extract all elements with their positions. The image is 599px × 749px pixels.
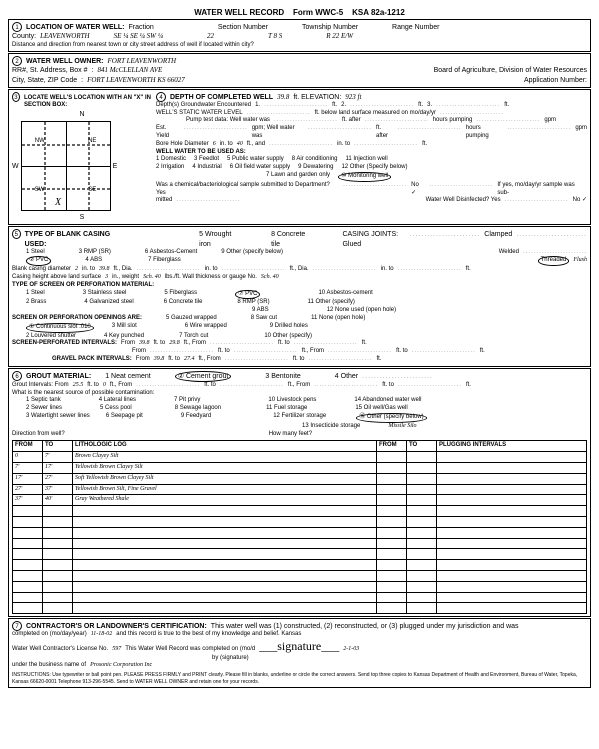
county-label: County: [12,32,36,41]
instructions: INSTRUCTIONS: Use typewriter or ball poi… [12,672,587,685]
n-label: N [12,110,152,119]
table-row: 17'27'Soft Yellowish Brown Clayey Silt [13,473,587,484]
e-label: E [113,162,118,171]
section-3-4: 3 LOCATE WELL'S LOCATION WITH AN "X" IN S… [8,89,591,226]
section-label: Section Number [218,23,268,32]
diam-label: Blank casing diameter [12,266,71,274]
depths-label: Depth(s) Groundwater Encountered [156,102,251,110]
se: SE [88,187,96,195]
table-row [13,560,587,571]
table-row [13,549,587,560]
s1-heading: LOCATION OF WATER WELL: [26,23,125,32]
form-title: WATER WELL RECORD [194,8,284,17]
section-7: 7 CONTRACTOR'S OR LANDOWNER'S CERTIFICATI… [8,618,591,688]
depth-val: 39.8 [277,93,289,102]
disinf-label: Water Well Disinfected? Yes [426,197,501,205]
s7-heading: CONTRACTOR'S OR LANDOWNER'S CERTIFICATIO… [26,622,207,631]
used-label: WELL WATER TO BE USED AS: [156,149,246,157]
w-label: W [12,162,19,171]
table-row: 27'37'Yellowish Brown Silt, Fine Gravel [13,484,587,495]
s1-note: Distance and direction from nearest town… [12,42,587,50]
grout-int-label: Grout Intervals: From [12,382,69,390]
section-2: 2 WATER WELL OWNER: FORT LEAVENWORTH RR#,… [8,53,591,87]
table-row: 7'17'Yellowish Brown Clayey Silt [13,463,587,474]
comp-label: completed on (mo/day/year) [12,631,87,639]
owner-val: FORT LEAVENWORTH [108,57,177,66]
section-6: 6GROUT MATERIAL: 1 Neat cement ② Cement … [8,368,591,617]
table-row [13,506,587,517]
num-3: 3 [12,92,20,102]
bus-label: under the business name of [12,662,86,670]
est-label: Est. Yield [156,125,180,141]
city-val: FORT LEAVENWORTH KS 66027 [87,76,185,85]
num-6: 6 [12,371,22,381]
table-row [13,581,587,592]
township-label: Township Number [302,23,358,32]
sw: SW [35,187,45,195]
s2-heading: WATER WELL OWNER: [26,57,104,66]
section-1: 1 LOCATION OF WATER WELL: Fraction Secti… [8,19,591,52]
num-5: 5 [12,229,21,239]
table-row [13,538,587,549]
table-row: 37'40'Gray Weathered Shale [13,495,587,506]
s-label: S [12,213,152,222]
app-label: Application Number: [524,76,587,85]
table-row [13,603,587,614]
section-box: NW NE SW SE X [21,121,111,211]
fraction-label: Fraction [129,23,154,32]
lithologic-log-table: FROMTOLITHOLOGIC LOGFROMTOPLUGGING INTER… [12,440,587,614]
board-label: Board of Agriculture, Division of Water … [434,66,587,75]
township-val: T 8 S [268,32,282,41]
pump-label: Pump test data: Well water was [186,117,270,125]
chem-label: Was a chemical/bacteriological sample su… [156,182,339,198]
table-row [13,592,587,603]
gpi-label: GRAVEL PACK INTERVALS: [52,356,132,364]
nearest-label: What is the nearest source of possible c… [12,390,154,398]
static-label: WELL'S STATIC WATER LEVEL [156,110,243,118]
nw: NW [35,138,45,146]
num-4: 4 [156,92,166,102]
addr-label: RR#, St. Address, Box # [12,66,87,75]
elev-label: ft. ELEVATION: [293,93,341,102]
num-7: 7 [12,621,22,631]
ksa: KSA 82a-1212 [352,8,405,17]
ne: NE [88,138,96,146]
table-row [13,517,587,528]
addr-val: 841 McCLELLAN AVE [97,66,162,75]
s4-heading: DEPTH OF COMPLETED WELL [170,93,273,102]
lic-label: Water Well Contractor's License No. [12,646,108,654]
form-no: Form WWC-5 [293,8,343,17]
s5-heading: TYPE OF BLANK CASING USED: [25,230,116,248]
range-val: R 22 E/W [326,32,353,41]
table-row [13,571,587,582]
section-val: 22 [207,32,214,41]
dir-label: Direction from well? [12,431,65,439]
range-label: Range Number [392,23,439,32]
elev-val: 923 ft [345,93,361,102]
bore-label: Bore Hole Diameter [156,141,209,149]
num-2: 2 [12,56,22,66]
section-5: 5TYPE OF BLANK CASING USED: 5 Wrought ir… [8,226,591,366]
fraction-val: SE ¼ SE ¼ SW ¼ [114,32,163,41]
open-label: SCREEN OR PERFORATION OPENINGS ARE: [12,315,142,323]
height-label: Casing height above land surface [12,274,101,282]
spi-label: SCREEN-PERFORATED INTERVALS: [12,340,117,348]
joints-label: CASING JOINTS: Glued [342,230,405,248]
s3-heading: LOCATE WELL'S LOCATION WITH AN "X" IN SE… [24,95,152,111]
s6-heading: GROUT MATERIAL: [26,372,91,381]
x-mark: X [55,196,61,209]
num-1: 1 [12,22,22,32]
screen-label: TYPE OF SCREEN OR PERFORATION MATERIAL: [12,282,154,290]
city-label: City, State, ZIP Code [12,76,77,85]
county-val: LEAVENWORTH [40,32,89,41]
table-row: 07'Brown Clayey Silt [13,452,587,463]
signature: ___signature___ [259,639,339,655]
table-row [13,527,587,538]
